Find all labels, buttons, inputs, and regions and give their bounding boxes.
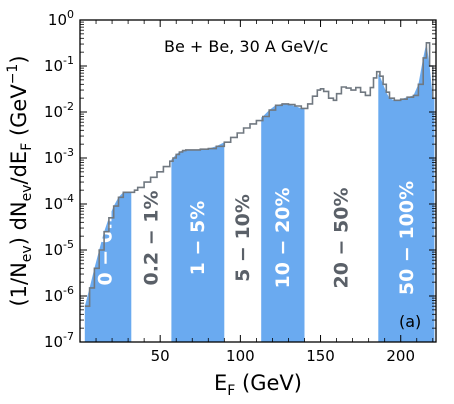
y-axis-title: (1/Nev) dNev/dEF (GeV−1) (5, 55, 35, 306)
band-label-4: 5 − 10% (232, 194, 254, 282)
histogram-line-layer (84, 42, 435, 307)
panel-label: (a) (399, 312, 421, 331)
band-label-6: 20 − 50% (330, 187, 352, 288)
y-tick-label: 10-3 (44, 146, 74, 167)
plot-frame (79, 19, 437, 343)
band-label-3: 1 − 5% (187, 201, 209, 276)
axis-tick-labels: 50 100 150 200 10-7 10-6 10-5 10-4 10-3 10-2 10-1 1… (44, 8, 415, 365)
x-tick-label: 100 (226, 347, 255, 365)
histogram-fill-layer (84, 42, 435, 343)
y-tick-label: 10-5 (44, 238, 74, 259)
energy-annotation: Be + Be, 30 A GeV/c (164, 37, 328, 56)
band-fill-3 (171, 142, 225, 342)
y-tick-label: 10-7 (44, 330, 74, 351)
y-tick-label: 10-2 (44, 100, 74, 121)
x-tick-label: 150 (306, 347, 335, 365)
x-tick-label: 200 (386, 347, 415, 365)
band-label-5: 10 − 20% (272, 187, 294, 288)
axis-ticks (79, 19, 436, 343)
y-tick-label: 100 (48, 8, 74, 29)
x-tick-label: 50 (151, 347, 170, 365)
band-labels: 0 − 0.2% 0.2 − 1% 1 − 5% 5 − 10% 10 − 20% 20 … (95, 181, 418, 295)
band-label-7: 50 − 100% (396, 181, 418, 295)
x-axis-title: EF (GeV) (214, 371, 302, 399)
band-label-1: 0 − 0.2% (95, 190, 117, 285)
band-fill-1 (84, 192, 132, 342)
y-tick-label: 10-6 (44, 284, 74, 305)
y-tick-label: 10-1 (44, 54, 74, 75)
band-fill-5 (261, 103, 305, 343)
histogram-line (84, 42, 435, 307)
y-tick-label: 10-4 (44, 192, 74, 213)
band-label-2: 0.2 − 1% (140, 190, 162, 285)
band-fill-7 (378, 42, 435, 343)
